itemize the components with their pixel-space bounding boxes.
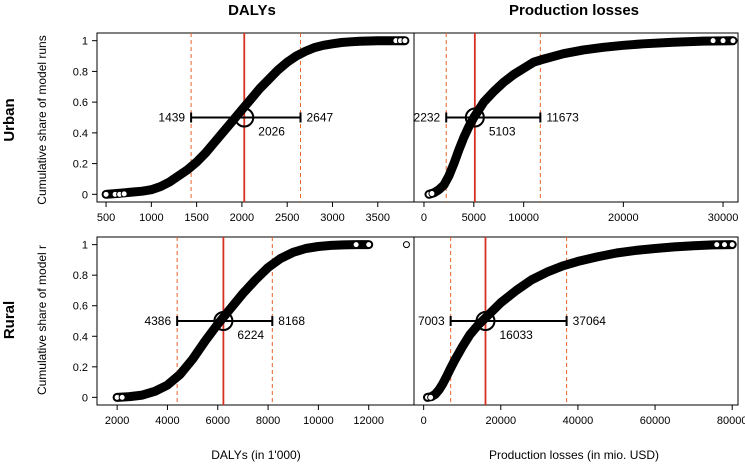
median-value-label: 2026 <box>258 125 285 139</box>
x-tick-label: 2500 <box>275 212 299 224</box>
low-value-label: 4386 <box>144 314 171 328</box>
row-title-rural: Rural <box>1 301 18 339</box>
y-tick-label: 0.8 <box>73 66 88 78</box>
low-value-label: 1439 <box>158 111 185 125</box>
median-value-label: 5103 <box>489 125 516 139</box>
row-title-urban: Urban <box>1 98 18 141</box>
data-point <box>729 37 737 45</box>
ylabel-rural: Cumulative share of model r <box>35 245 49 395</box>
ylabel-urban: Cumulative share of model runs <box>35 35 49 204</box>
cdf-curve <box>424 36 738 199</box>
data-point <box>120 190 128 198</box>
low-value-label: 2232 <box>414 111 441 125</box>
xlabel-production: Production losses (in mio. USD) <box>489 448 659 462</box>
x-tick-label: 500 <box>97 212 115 224</box>
plot-frame <box>413 236 739 406</box>
y-tick-label: 0.6 <box>73 97 88 109</box>
median-marker <box>464 107 485 128</box>
x-tick-label: 1000 <box>139 212 163 224</box>
x-tick-label: 3000 <box>320 212 344 224</box>
x-tick-label: 80000 <box>717 415 745 427</box>
data-point <box>102 190 110 198</box>
cdf-curve <box>423 240 737 402</box>
data-point <box>352 241 360 249</box>
y-tick-label: 0.4 <box>73 331 88 343</box>
column-title-dalys: DALYs <box>228 2 276 19</box>
y-tick-label: 0 <box>82 392 88 404</box>
x-tick-label: 3500 <box>366 212 390 224</box>
median-marker <box>213 311 234 331</box>
x-tick-label: 4000 <box>155 415 179 427</box>
x-tick-label: 8000 <box>256 415 280 427</box>
data-point <box>401 37 409 45</box>
xlabel-dalys: DALYs (in 1'000) <box>211 448 300 462</box>
y-tick-label: 0.4 <box>73 128 88 140</box>
y-tick-label: 0.8 <box>73 270 88 282</box>
data-point <box>428 190 436 198</box>
x-tick-label: 0 <box>421 415 427 427</box>
median-marker <box>234 107 255 128</box>
plot-frame <box>413 32 739 203</box>
median-value-label: 16033 <box>499 328 533 342</box>
x-tick-label: 1500 <box>184 212 208 224</box>
x-tick-label: 0 <box>421 212 427 224</box>
y-tick-label: 0 <box>82 189 88 201</box>
x-tick-label: 40000 <box>563 415 594 427</box>
x-tick-label: 10000 <box>303 415 334 427</box>
data-point <box>427 393 435 401</box>
x-tick-label: 5000 <box>462 212 486 224</box>
data-point <box>713 241 721 249</box>
x-tick-label: 2000 <box>105 415 129 427</box>
median-marker <box>475 311 496 331</box>
y-tick-label: 1 <box>82 240 88 252</box>
y-tick-label: 0.2 <box>73 159 88 171</box>
data-point <box>719 37 727 45</box>
x-tick-label: 60000 <box>640 415 671 427</box>
y-tick-label: 0.6 <box>73 301 88 313</box>
panel-urban-production: 0 5000 10000 20000 30000 2232 11673 5103 <box>413 32 739 224</box>
x-tick-label: 20000 <box>485 415 516 427</box>
high-value-label: 8168 <box>278 314 305 328</box>
high-value-label: 2647 <box>307 111 334 125</box>
x-tick-label: 20000 <box>608 212 639 224</box>
column-title-production: Production losses <box>509 2 639 19</box>
x-tick-label: 12000 <box>353 415 384 427</box>
data-point <box>728 241 736 249</box>
high-value-label: 37064 <box>573 314 607 328</box>
y-tick-label: 1 <box>82 36 88 48</box>
median-value-label: 6224 <box>237 328 264 342</box>
cdf-curve <box>112 240 374 402</box>
panel-rural-production: 0 20000 40000 60000 80000 7003 37064 16033 <box>413 236 745 427</box>
data-point <box>402 241 410 249</box>
data-point <box>721 241 728 249</box>
data-point <box>118 393 126 401</box>
high-value-label: 11673 <box>546 111 579 125</box>
cdf-curve <box>101 36 410 199</box>
y-tick-label: 0.2 <box>73 362 88 374</box>
data-point <box>709 37 717 45</box>
x-tick-label: 6000 <box>206 415 230 427</box>
x-tick-label: 30000 <box>708 212 739 224</box>
low-value-label: 7003 <box>418 314 445 328</box>
x-tick-label: 10000 <box>508 212 539 224</box>
data-point <box>365 241 373 249</box>
x-tick-label: 2000 <box>230 212 254 224</box>
